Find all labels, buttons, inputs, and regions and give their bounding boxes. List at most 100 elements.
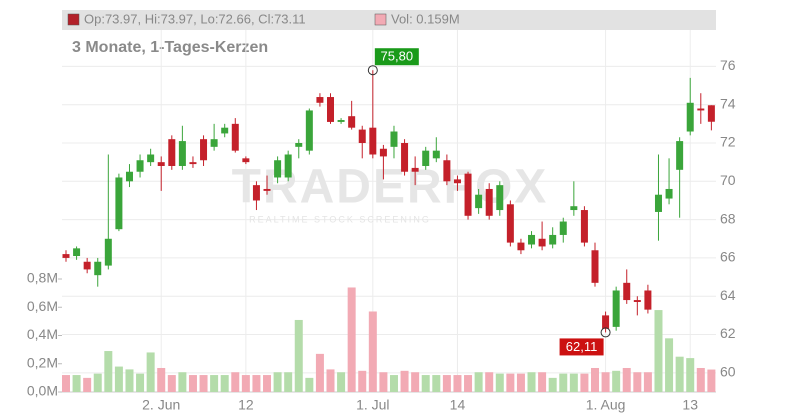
candle-body: [147, 154, 155, 163]
volume-bar: [389, 375, 398, 392]
volume-bar: [167, 375, 176, 392]
y-tick-label: 60: [720, 364, 736, 380]
y-tick-label: 72: [720, 134, 736, 150]
annotation-box: [374, 48, 419, 66]
volume-bar: [104, 351, 113, 392]
annotation-marker: [367, 65, 378, 76]
volume-bar: [210, 375, 219, 392]
volume-bar: [442, 375, 451, 392]
volume-bar: [601, 372, 610, 392]
candle-body: [623, 282, 631, 301]
volume-bar: [305, 377, 314, 392]
volume-bar: [125, 369, 134, 392]
x-tick-label: 1. Aug: [586, 397, 626, 413]
candle-body: [327, 97, 334, 122]
candle-body: [570, 206, 578, 211]
annotation-marker: [600, 327, 611, 338]
candle-body: [316, 97, 324, 103]
ohlc-legend: Op:73.97, Hi:73.97, Lo:72.66, Cl:73.11: [84, 11, 306, 26]
volume-bar: [707, 369, 716, 392]
volume-bar: [686, 358, 695, 392]
volume-bar: [178, 372, 187, 392]
candle-body: [200, 139, 208, 161]
candle-body: [62, 254, 70, 258]
candle-body: [337, 120, 345, 122]
volume-bar: [62, 375, 70, 392]
volume-bar: [411, 372, 420, 392]
candle-body: [401, 143, 409, 172]
candle-body: [580, 210, 588, 243]
candle-body: [644, 290, 652, 310]
candle-body: [274, 160, 282, 178]
volume-bar: [347, 287, 356, 392]
volume-bar: [495, 373, 504, 392]
candle-body: [443, 160, 451, 182]
volume-bar: [464, 375, 473, 392]
volume-bar: [114, 366, 123, 392]
y-tick-label: 70: [720, 172, 736, 188]
candle-body: [559, 221, 567, 235]
candle-body: [654, 194, 662, 212]
volume-bar: [474, 372, 483, 392]
legend-bar: [62, 10, 716, 30]
volume-bar: [337, 372, 346, 392]
y-tick-label: 62: [720, 325, 736, 341]
x-tick-label: 1. Jul: [356, 397, 389, 413]
volume-bar: [633, 372, 642, 392]
x-tick-label: 12: [238, 397, 254, 413]
volume-bar: [622, 367, 631, 392]
volume-bar: [315, 353, 324, 392]
candle-body: [168, 139, 176, 166]
candle-body: [125, 171, 133, 182]
candle-body: [707, 105, 715, 122]
candle-body: [411, 167, 419, 172]
volume-bar: [643, 372, 652, 392]
candle-body: [496, 185, 504, 211]
x-tick-label: 2. Jun: [142, 397, 180, 413]
volume-bar: [368, 311, 377, 392]
volume-bar: [612, 370, 621, 392]
y-tick-label: 74: [720, 95, 736, 111]
annotation-label: 75,80: [381, 49, 414, 64]
candle-body: [252, 185, 260, 201]
volume-legend: Vol: 0.159M: [391, 11, 460, 26]
candle-body: [676, 141, 684, 170]
volume-bar: [453, 375, 462, 392]
candle-body: [686, 102, 694, 132]
volume-bar: [294, 319, 303, 392]
y2-tick-label: 0,8M: [27, 270, 58, 286]
candle-body: [242, 158, 250, 163]
volume-bar: [252, 375, 261, 392]
volume-bar: [326, 369, 335, 392]
candle-body: [665, 188, 673, 199]
candle-body: [73, 248, 81, 257]
candle-body: [464, 173, 472, 216]
volume-bar: [157, 367, 166, 392]
candle-body: [263, 188, 271, 191]
candle-body: [612, 290, 620, 327]
volume-bar: [696, 367, 705, 392]
candle-body: [369, 127, 377, 155]
volume-bar: [527, 372, 536, 392]
candle-body: [136, 160, 144, 172]
volume-bar: [231, 372, 240, 392]
x-tick-label: 13: [682, 397, 698, 413]
volume-bar: [136, 373, 145, 392]
candle-body: [475, 194, 483, 209]
watermark: TRADERFOX: [232, 161, 549, 214]
candle-body: [295, 143, 303, 147]
candle-body: [115, 177, 123, 230]
candle-body: [305, 110, 313, 151]
subtitle: 3 Monate, 1-Tages-Kerzen: [72, 39, 268, 56]
candle-body: [178, 141, 186, 166]
y2-tick-label: 0,6M: [27, 298, 58, 314]
volume-bar: [548, 377, 557, 392]
candle-body: [591, 250, 599, 283]
candle-body: [348, 116, 356, 128]
volume-bar: [220, 375, 229, 392]
candle-body: [453, 179, 461, 184]
volume-bar: [72, 375, 81, 392]
volume-bar: [569, 373, 578, 392]
candle-body: [358, 129, 366, 144]
